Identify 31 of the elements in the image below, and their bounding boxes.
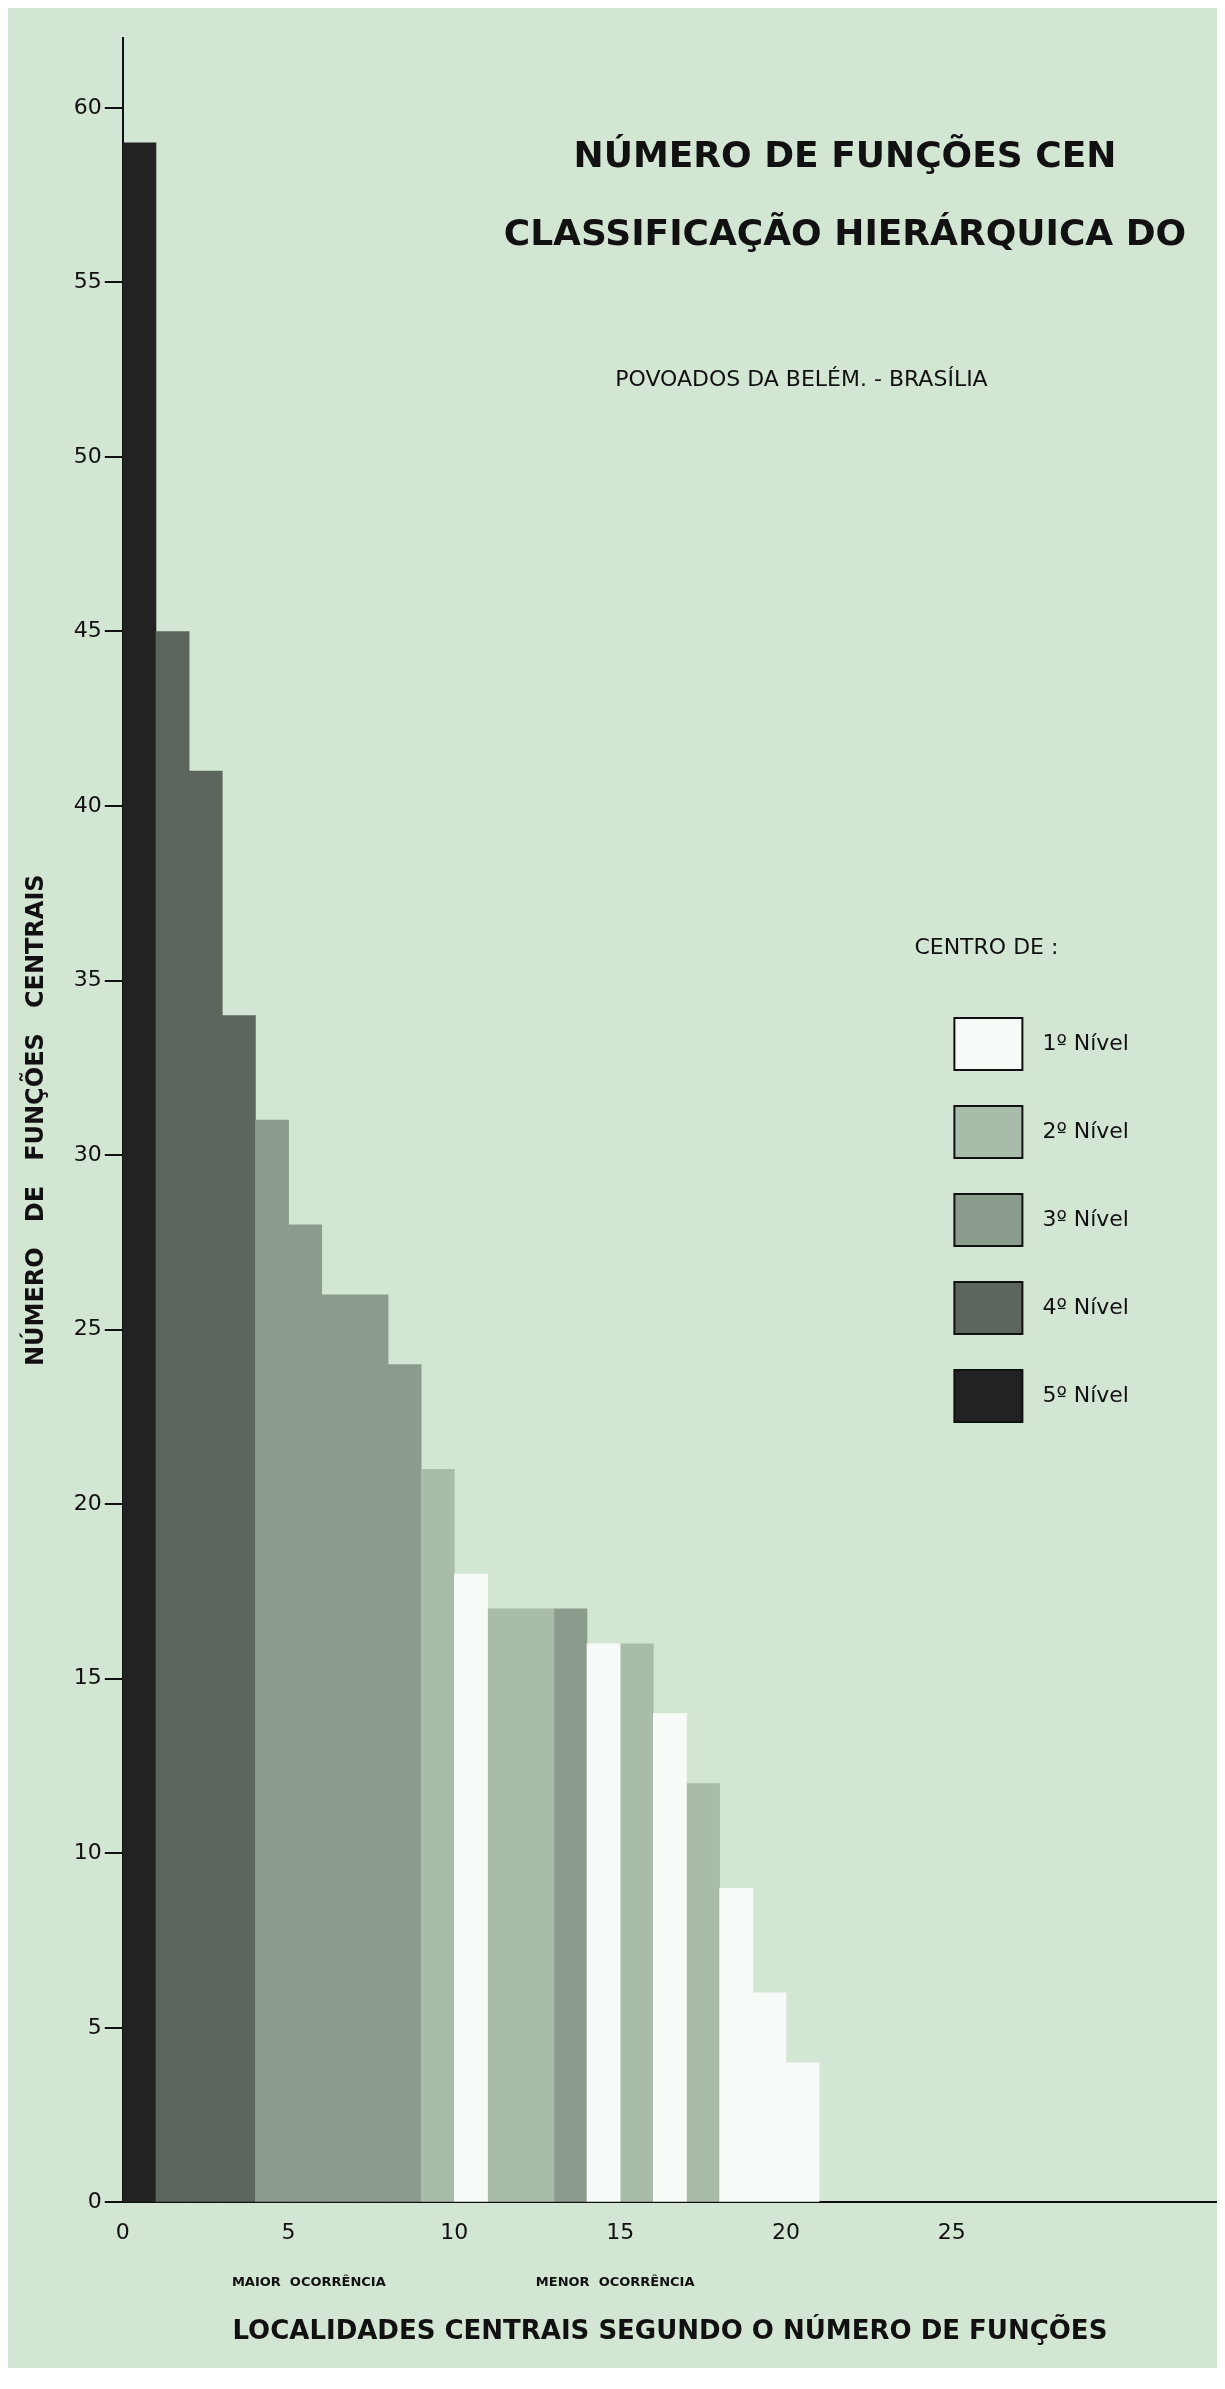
y-tick-label: 45	[73, 617, 102, 643]
x-axis-title: LOCALIDADES CENTRAIS SEGUNDO O NÚMERO DE FUNÇÕES	[232, 2314, 1108, 2346]
x-tick-label: 15	[606, 2219, 635, 2245]
y-axis-title: NÚMERO DE FUNÇÕES CENTRAIS	[18, 874, 49, 1367]
text: MENOR OCORRÊNCIA	[535, 2273, 695, 2289]
y-tick-label: 40	[73, 791, 102, 817]
y-tick-label: 0	[87, 2188, 102, 2214]
text: POVOADOS DA BELÉM. - BRASÍLIA	[615, 365, 988, 391]
x-tick-label: 20	[771, 2219, 800, 2245]
y-tick-label: 25	[73, 1315, 102, 1341]
y-tick-label: 20	[73, 1489, 102, 1515]
y-tick-label: 55	[73, 268, 102, 294]
legend-label: 3º Nível	[1042, 1205, 1129, 1231]
text: MAIOR OCORRÊNCIA	[231, 2273, 386, 2289]
x-tick-label: 25	[937, 2219, 966, 2245]
y-tick-label: 15	[73, 1664, 102, 1690]
y-tick-label: 35	[73, 966, 102, 992]
legend-title: CENTRO DE :	[914, 933, 1059, 959]
legend-label: 4º Nível	[1042, 1293, 1129, 1319]
x-tick-label: 10	[440, 2219, 469, 2245]
y-tick-label: 30	[73, 1140, 102, 1166]
legend-label: 1º Nível	[1042, 1029, 1129, 1055]
y-tick-label: 50	[73, 442, 102, 468]
x-tick-label: 5	[281, 2219, 296, 2245]
y-tick-label: 10	[73, 1839, 102, 1865]
legend-label: 5º Nível	[1042, 1381, 1129, 1407]
legend-label: 2º Nível	[1042, 1117, 1129, 1143]
y-tick-label: 5	[87, 2013, 102, 2039]
text: NÚMERO DE FUNÇÕES CEN CLASSIFICAÇÃO HIERÁRQUICA DO	[503, 134, 1187, 254]
y-tick-label: 60	[73, 93, 102, 119]
x-tick-label: 0	[115, 2219, 130, 2245]
